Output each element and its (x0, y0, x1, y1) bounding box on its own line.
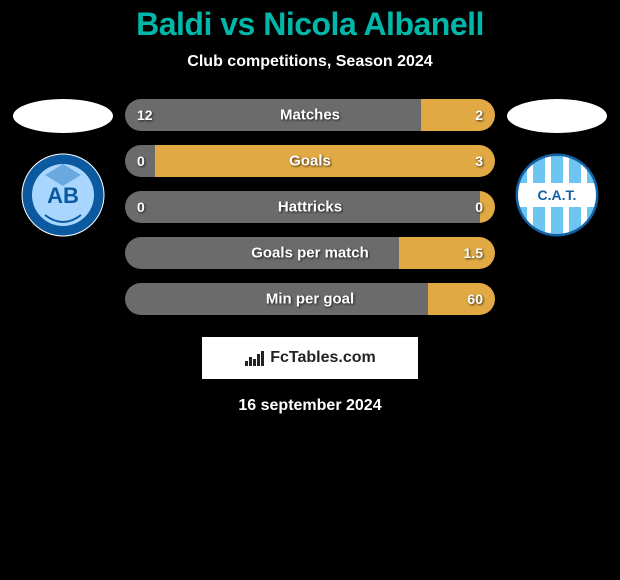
stat-left-value: 0 (137, 153, 145, 169)
svg-text:AB: AB (47, 183, 79, 208)
stat-right-value: 0 (475, 199, 483, 215)
right-team-crest: C.A.T. (515, 153, 599, 237)
right-ellipse (507, 99, 607, 133)
stat-label: Min per goal (266, 291, 354, 308)
stat-right-segment (428, 283, 495, 315)
subtitle: Club competitions, Season 2024 (0, 53, 620, 71)
belgrano-crest-icon: AB (21, 153, 105, 237)
stat-label: Matches (280, 107, 340, 124)
stat-bar: Matches 12 2 (125, 99, 495, 131)
left-ellipse (13, 99, 113, 133)
stat-bar: Hattricks 0 0 (125, 191, 495, 223)
stat-label: Goals (289, 153, 331, 170)
stat-right-value: 2 (475, 107, 483, 123)
tucuman-crest-icon: C.A.T. (515, 153, 599, 237)
stat-right-value: 1.5 (464, 245, 483, 261)
main-row: AB Matches 12 2 Goals 0 3 Hattricks 0 0 Goals per… (0, 99, 620, 315)
stat-bar: Goals 0 3 (125, 145, 495, 177)
right-column: C.A.T. (507, 99, 607, 237)
left-team-crest: AB (21, 153, 105, 237)
stat-bar: Goals per match 1.5 (125, 237, 495, 269)
stat-right-value: 3 (475, 153, 483, 169)
left-column: AB (13, 99, 113, 237)
brand-footer[interactable]: FcTables.com (202, 337, 418, 379)
stat-label: Goals per match (251, 245, 369, 262)
stats-column: Matches 12 2 Goals 0 3 Hattricks 0 0 Goals per ma… (125, 99, 495, 315)
page-title: Baldi vs Nicola Albanell (0, 6, 620, 43)
comparison-widget: Baldi vs Nicola Albanell Club competitio… (0, 0, 620, 415)
stat-label: Hattricks (278, 199, 342, 216)
stat-right-value: 60 (467, 291, 483, 307)
stat-left-value: 12 (137, 107, 153, 123)
footer-date: 16 september 2024 (0, 397, 620, 415)
stat-left-value: 0 (137, 199, 145, 215)
stat-left-segment (125, 99, 421, 131)
stat-bar: Min per goal 60 (125, 283, 495, 315)
stat-right-segment (421, 99, 495, 131)
brand-text: FcTables.com (270, 349, 376, 367)
bars-icon (244, 349, 266, 367)
svg-text:C.A.T.: C.A.T. (538, 187, 577, 203)
